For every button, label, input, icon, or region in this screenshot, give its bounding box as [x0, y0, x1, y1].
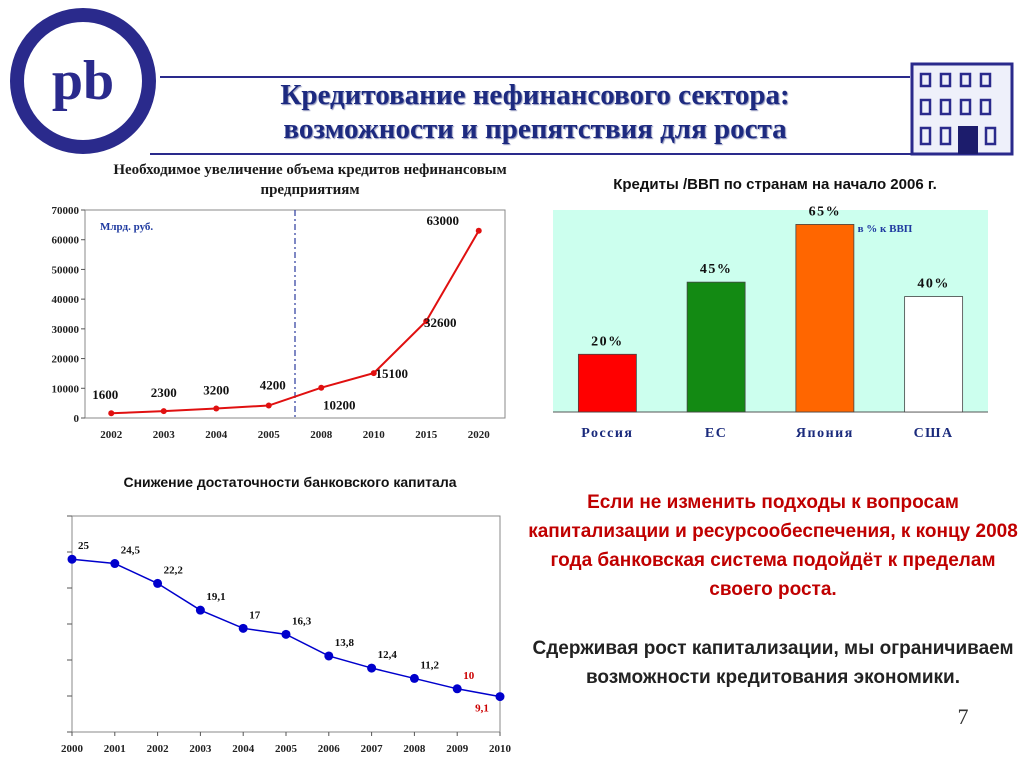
chart3-data-label: 13,8: [335, 637, 355, 649]
chart3-xtick-label: 2000: [61, 743, 84, 755]
chart3-point: [67, 554, 77, 564]
chart1-ytick-label: 10000: [52, 383, 80, 395]
chart2-data-label: 40%: [917, 277, 950, 292]
chart3-data-label: 24,5: [121, 545, 141, 557]
logo-ring: [10, 8, 156, 154]
chart1-point: [475, 227, 482, 234]
chart3-point: [409, 673, 419, 683]
chart1-point: [318, 384, 325, 391]
chart3-xtick-label: 2005: [275, 743, 298, 755]
chart3-point: [110, 559, 120, 569]
chart1-point: [160, 408, 167, 415]
chart2-title: Кредиты /ВВП по странам на начало 2006 г…: [613, 176, 937, 193]
page-number: 7: [957, 704, 969, 729]
chart3-xtick-label: 2009: [446, 743, 469, 755]
chart3-data-label: 25: [78, 540, 90, 552]
chart1-data-label: 15100: [376, 366, 409, 381]
chart1-title: Необходимое увеличение объема кредитов н…: [113, 162, 507, 198]
chart3-xtick-label: 2008: [403, 743, 426, 755]
chart1-data-label: 32600: [424, 315, 457, 330]
chart1-xtick-label: 2020: [468, 429, 491, 441]
chart2-data-label: 20%: [591, 334, 624, 349]
chart2-bar: [795, 224, 855, 413]
slide-title-line2: возможности и препятствия для роста: [283, 113, 787, 145]
chart2-xtick-label: США: [914, 426, 954, 441]
chart1-data-label: 4200: [260, 378, 286, 393]
chart1-ytick-label: 20000: [52, 354, 80, 366]
chart2-data-label: 65%: [809, 204, 842, 219]
chart1-ytick-label: 30000: [52, 324, 80, 336]
chart1-series-line: [111, 230, 480, 415]
chart3-xtick-label: 2007: [361, 743, 384, 755]
chart3-xtick-label: 2010: [489, 743, 512, 755]
header-line-bottom: [150, 153, 920, 155]
chart2: в % к ВВП 20% Россия 45% ЕС 65% Япония 40% США: [545, 200, 995, 450]
chart1-point: [265, 402, 272, 409]
chart1-xtick-label: 2010: [363, 429, 386, 441]
chart2-xtick-label: ЕС: [705, 426, 727, 441]
chart1-xtick-label: 2002: [100, 429, 123, 441]
chart3-xtick-label: 2002: [147, 743, 170, 755]
chart3-point: [495, 692, 505, 702]
chart3-point: [238, 623, 248, 633]
chart3-xtick-label: 2006: [318, 743, 341, 755]
logo-letters: pb: [52, 50, 114, 112]
chart1-unit-label: Млрд. руб.: [100, 221, 153, 233]
chart3: 2000 2001 2002 2003 2004 2005 2006 2007 2008 2009…: [58, 508, 518, 766]
chart3-point: [367, 663, 377, 673]
chart3-data-label: 11,2: [420, 659, 439, 671]
chart1: 0 10000 20000 30000 40000 50000 60000 70000 2002…: [50, 200, 510, 450]
slide-title: Кредитование нефинансового сектора: возм…: [170, 78, 900, 146]
building-icon: [908, 56, 1016, 156]
chart3-point: [195, 605, 205, 615]
chart3-xtick-label: 2001: [104, 743, 126, 755]
chart2-unit-label: в % к ВВП: [858, 223, 913, 235]
chart2-xtick-label: Япония: [796, 426, 854, 441]
chart1-ytick-label: 60000: [52, 235, 80, 247]
chart1-data-label: 3200: [203, 382, 229, 397]
chart3-xtick-label: 2004: [232, 743, 255, 755]
chart1-point: [423, 318, 430, 325]
header-line-top: [160, 76, 910, 78]
chart1-ytick-label: 40000: [52, 294, 80, 306]
warning-paragraph: Если не изменить подходы к вопросам капи…: [528, 492, 1018, 600]
chart2-bar: [686, 281, 746, 413]
chart1-xtick-label: 2008: [310, 429, 333, 441]
logo: pb: [8, 6, 158, 156]
chart3-title: Снижение достаточности банковского капит…: [123, 474, 457, 490]
chart3-point: [452, 684, 462, 694]
chart2-xtick-label: Россия: [581, 426, 633, 441]
chart3-point: [281, 629, 291, 639]
chart1-data-label: 63000: [427, 213, 460, 228]
chart3-data-label: 10: [463, 670, 475, 682]
chart3-data-label: 9,1: [475, 703, 489, 715]
conclusion-paragraph: Сдерживая рост капитализации, мы огранич…: [532, 638, 1014, 688]
chart3-data-label: 12,4: [378, 649, 398, 661]
chart1-xtick-label: 2003: [153, 429, 176, 441]
chart2-bar: [577, 353, 637, 413]
chart3-data-label: 16,3: [292, 615, 312, 627]
chart1-xtick-label: 2015: [415, 429, 438, 441]
chart1-ytick-label: 50000: [52, 264, 80, 276]
slide-title-line1: Кредитование нефинансового сектора:: [280, 79, 790, 111]
chart3-point: [324, 651, 334, 661]
chart1-xtick-label: 2004: [205, 429, 228, 441]
chart3-data-label: 22,2: [164, 564, 184, 576]
chart3-xtick-label: 2003: [189, 743, 212, 755]
chart1-point: [108, 410, 115, 417]
chart3-point: [153, 578, 163, 588]
chart1-xtick-label: 2005: [258, 429, 281, 441]
chart3-data-label: 17: [249, 609, 261, 621]
chart1-ytick-label: 0: [74, 413, 80, 425]
chart2-data-label: 45%: [700, 262, 733, 277]
chart1-ytick-label: 70000: [52, 205, 80, 217]
chart2-bar: [904, 296, 964, 413]
chart3-data-label: 19,1: [206, 591, 225, 603]
chart1-data-label: 1600: [92, 387, 118, 402]
chart1-point: [213, 405, 220, 412]
chart1-data-label: 2300: [151, 385, 177, 400]
chart1-point: [370, 370, 377, 377]
chart1-data-label: 10200: [323, 398, 356, 413]
